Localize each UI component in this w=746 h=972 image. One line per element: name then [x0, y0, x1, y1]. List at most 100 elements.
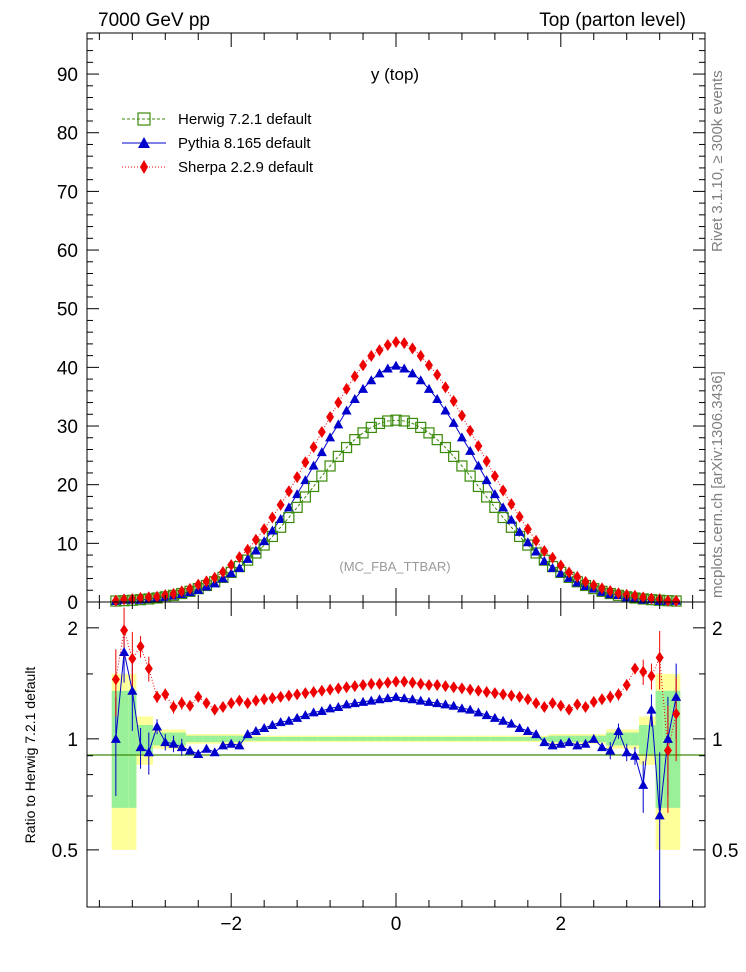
y-tick-label: 40	[57, 358, 78, 379]
sherpa-ratio-point	[589, 695, 598, 708]
main-y-axis: 0 10 20 30 40 50 60 70 80 90	[57, 38, 705, 614]
green-band	[342, 736, 351, 741]
pythia-point	[399, 363, 410, 373]
pythia-point	[465, 445, 476, 455]
triangle-marker-icon	[138, 137, 150, 148]
sherpa-point	[367, 349, 376, 362]
green-band	[350, 736, 359, 741]
sherpa-ratio-point	[260, 693, 269, 706]
pythia-point	[440, 405, 451, 415]
y-tick-label: 80	[57, 124, 78, 145]
sherpa-ratio-point	[548, 697, 557, 710]
green-band	[210, 735, 219, 743]
green-band	[548, 735, 557, 743]
sherpa-point	[556, 559, 565, 572]
pythia-ratio-point	[382, 693, 393, 703]
pythia-ratio-point	[160, 737, 171, 747]
main-series	[110, 335, 682, 607]
pythia-ratio-point	[613, 726, 624, 736]
sherpa-point	[614, 587, 623, 600]
sherpa-point	[144, 591, 153, 604]
ratio-tick-label: 2	[67, 619, 78, 640]
sherpa-ratio-line	[115, 630, 677, 751]
sherpa-ratio-point	[317, 684, 326, 697]
pythia-ratio-point	[325, 703, 336, 713]
sherpa-ratio-point	[614, 688, 623, 701]
herwig-point	[349, 434, 361, 446]
green-band	[119, 690, 129, 808]
sherpa-ratio-point	[111, 673, 120, 686]
pythia-point	[473, 460, 484, 470]
pythia-point	[539, 556, 550, 566]
sherpa-ratio-point	[227, 697, 236, 710]
sherpa-point	[639, 591, 648, 604]
sherpa-point	[499, 484, 508, 497]
green-band	[647, 725, 656, 754]
sherpa-ratio-point	[482, 685, 491, 698]
green-band	[251, 736, 261, 741]
pythia-ratio-point	[572, 740, 583, 750]
green-band	[325, 736, 335, 741]
pythia-ratio-point	[193, 748, 204, 758]
sherpa-point	[408, 342, 417, 355]
pythia-ratio-point	[275, 717, 286, 727]
y-tick-label: 60	[57, 241, 78, 262]
pythia-ratio-point	[531, 729, 542, 739]
herwig-point	[398, 415, 410, 427]
green-band	[375, 736, 384, 741]
sherpa-ratio-point	[490, 687, 499, 700]
green-band	[367, 736, 376, 741]
sherpa-ratio-point	[120, 624, 129, 637]
sherpa-ratio-point	[655, 651, 664, 664]
pythia-ratio-point	[308, 707, 319, 717]
sherpa-ratio-point	[663, 744, 672, 757]
pythia-point	[432, 394, 443, 404]
sherpa-point	[490, 470, 499, 483]
pythia-ratio-point	[481, 710, 492, 720]
y-tick-label: 70	[57, 182, 78, 203]
pythia-ratio-point	[564, 737, 575, 747]
pythia-ratio-point	[283, 715, 294, 725]
ratio-tick-label-right: 1	[712, 730, 723, 751]
sherpa-ratio-point	[598, 693, 606, 706]
sherpa-point	[210, 571, 219, 584]
sherpa-ratio-point	[515, 690, 524, 703]
green-band	[655, 690, 664, 808]
sherpa-point	[251, 533, 260, 546]
herwig-point	[390, 414, 402, 426]
pythia-ratio-point	[506, 718, 517, 728]
sherpa-point	[243, 543, 252, 556]
green-band	[293, 736, 302, 741]
pythia-point	[300, 475, 311, 485]
green-band	[573, 735, 582, 743]
green-band	[433, 736, 442, 741]
sherpa-point	[342, 382, 351, 395]
y-tick-label: 0	[67, 593, 78, 614]
sherpa-ratio-point	[565, 703, 574, 716]
pythia-ratio-point	[242, 729, 253, 739]
pythia-ratio-point	[135, 742, 146, 752]
sherpa-point	[202, 575, 211, 588]
pythia-ratio-point	[399, 693, 410, 703]
herwig-point	[431, 434, 443, 446]
pythia-ratio-point	[456, 703, 467, 713]
source-label: mcplots.cern.ch [arXiv:1306.3436]	[709, 371, 726, 598]
pythia-point	[316, 447, 327, 457]
sherpa-point	[383, 338, 392, 351]
sherpa-point	[309, 441, 318, 454]
pythia-ratio-point	[539, 737, 550, 747]
sherpa-ratio-point	[144, 662, 153, 675]
pythia-point	[448, 417, 459, 427]
sherpa-point	[359, 359, 368, 372]
herwig-point	[283, 511, 295, 524]
pythia-ratio-point	[217, 740, 228, 750]
sherpa-ratio-point	[136, 640, 145, 653]
pythia-ratio-point	[522, 726, 533, 736]
pythia-ratio-point	[489, 712, 500, 722]
pythia-point	[292, 489, 303, 499]
x-axis: −2 0 2	[98, 33, 694, 935]
pythia-ratio-point	[629, 750, 640, 760]
sherpa-ratio-point	[177, 697, 186, 710]
open-square-marker-icon	[137, 112, 151, 126]
sherpa-ratio-point	[441, 680, 450, 693]
